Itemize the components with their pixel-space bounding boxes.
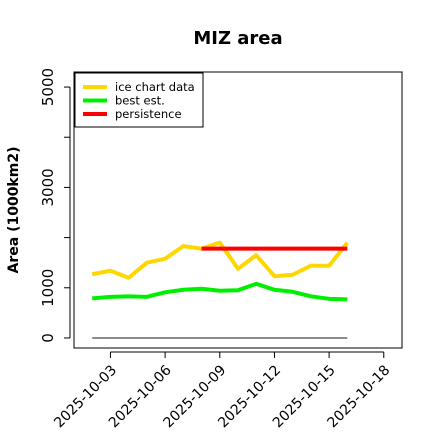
x-axis: 2025-10-032025-10-062025-10-092025-10-12…: [51, 351, 393, 431]
chart-title: MIZ area: [193, 28, 282, 49]
plot-border: [73, 71, 403, 349]
series-lines: [91, 240, 349, 339]
legend-label: ice chart data: [115, 80, 195, 94]
y-axis-label: Area (1000km2): [6, 147, 22, 274]
plot-frame: [73, 71, 403, 349]
y-axis: 0 1000 3000 5000: [39, 68, 71, 343]
legend-label: best est.: [115, 94, 165, 108]
y-tick-label: 5000: [39, 68, 57, 106]
legend-label: persistence: [115, 107, 182, 121]
y-tick-label: 1000: [39, 269, 57, 307]
series-line-best-est: [92, 281, 348, 302]
y-tick-label: 3000: [39, 168, 57, 206]
y-tick-label: 0: [39, 333, 57, 343]
series-line-ice-chart-data: [91, 240, 349, 280]
